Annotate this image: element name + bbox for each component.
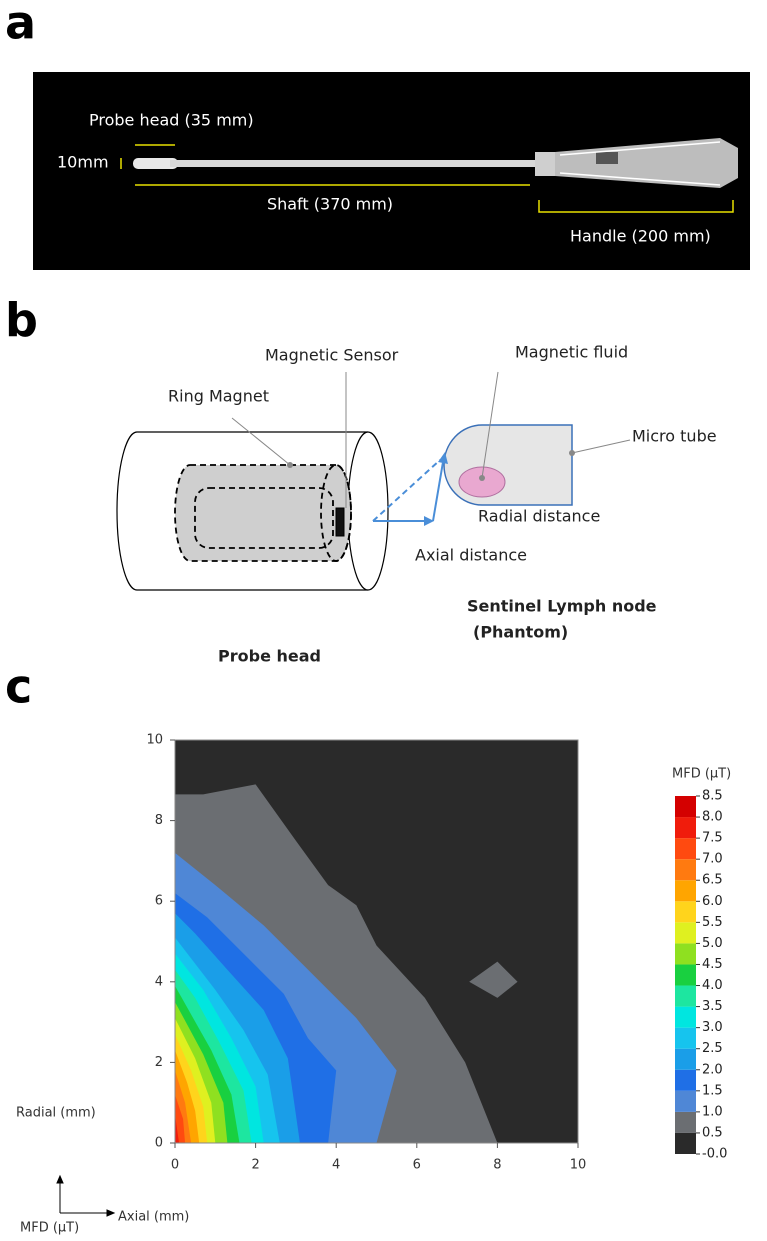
probe-drawing — [133, 138, 738, 188]
colorbar-swatch — [675, 1132, 696, 1154]
contour-band — [175, 1114, 180, 1143]
colorbar-tick-label: 6.5 — [702, 873, 723, 888]
x-tick-label: 4 — [332, 1158, 340, 1173]
colorbar-tick-label: 3.5 — [702, 999, 723, 1014]
colorbar-tick-label: 6.0 — [702, 894, 723, 909]
colorbar-tick-label: 4.5 — [702, 957, 723, 972]
colorbar-swatch — [675, 1111, 696, 1133]
annotation: Probe head — [218, 647, 321, 666]
annotation: Micro tube — [632, 427, 717, 446]
panel-label: a — [5, 0, 36, 50]
axis-key — [56, 1174, 116, 1217]
colorbar-title: MFD (μT) — [672, 767, 731, 782]
colorbar-tick-label: 3.0 — [702, 1020, 723, 1035]
annotation: Axial distance — [415, 546, 527, 565]
colorbar-swatch — [675, 943, 696, 965]
annotation: (Phantom) — [473, 623, 568, 642]
colorbar-tick-label: 8.5 — [702, 789, 723, 804]
y-tick-label: 4 — [155, 974, 163, 989]
colorbar-tick-label: 5.0 — [702, 936, 723, 951]
distance-arrows — [372, 452, 448, 526]
panel-label: b — [5, 294, 38, 348]
annotation: Ring Magnet — [168, 387, 269, 406]
z-axis-title: MFD (μT) — [20, 1221, 79, 1236]
annotation: Handle (200 mm) — [570, 227, 711, 246]
contour-band — [469, 961, 518, 998]
colorbar-swatch — [675, 922, 696, 944]
colorbar-tick-label: 2.0 — [702, 1062, 723, 1077]
colorbar-swatch — [675, 1048, 696, 1070]
colorbar-swatch — [675, 1027, 696, 1049]
colorbar-swatch — [675, 985, 696, 1007]
colorbar-swatch — [675, 859, 696, 881]
y-tick-label: 8 — [155, 813, 163, 828]
annotation: Magnetic Sensor — [265, 346, 399, 365]
colorbar-swatch — [675, 1090, 696, 1112]
annotation: Sentinel Lymph node — [467, 597, 657, 616]
panel-label: c — [5, 660, 32, 714]
dimension-arrows — [120, 144, 734, 213]
colorbar-tick-label: 1.5 — [702, 1083, 723, 1098]
x-tick-label: 10 — [570, 1158, 587, 1173]
colorbar-swatch — [675, 1006, 696, 1028]
colorbar-tick-label: 7.0 — [702, 852, 723, 867]
colorbar-tick-label: 7.5 — [702, 831, 723, 846]
y-tick-label: 10 — [146, 733, 163, 748]
micro-tube-diagram — [443, 371, 631, 506]
colorbar-swatch — [675, 880, 696, 902]
colorbar-swatch — [675, 817, 696, 839]
y-tick-label: 2 — [155, 1055, 163, 1070]
plot-frame — [174, 739, 579, 1144]
x-tick-label: 8 — [493, 1158, 501, 1173]
y-tick-label: 6 — [155, 894, 163, 909]
y-axis-title: Radial (mm) — [16, 1106, 96, 1121]
annotation: Radial distance — [478, 507, 600, 526]
colorbar-swatch — [675, 796, 696, 818]
x-tick-label: 2 — [251, 1158, 259, 1173]
colorbar-swatch — [675, 901, 696, 923]
contour-plot: 0 2 4 6 8 10 0 2 4 6 8 10 -0.0 0.5 1.0 1.5 2.0 2.5 3.0 3.5 4… — [146, 733, 727, 1173]
colorbar-tick-label: 5.5 — [702, 915, 723, 930]
x-axis-title: Axial (mm) — [118, 1210, 189, 1225]
annotation: Shaft (370 mm) — [267, 195, 393, 214]
annotation: 10mm — [57, 153, 109, 172]
colorbar-tick-label: 1.0 — [702, 1104, 723, 1119]
annotation: Magnetic fluid — [515, 343, 628, 362]
annotation: Probe head (35 mm) — [89, 111, 254, 130]
contour-band — [175, 1094, 186, 1143]
colorbar-tick-label: 8.0 — [702, 810, 723, 825]
y-tick-label: 0 — [155, 1136, 163, 1151]
colorbar-tick-label: 2.5 — [702, 1041, 723, 1056]
x-tick-label: 6 — [413, 1158, 421, 1173]
colorbar-swatch — [675, 964, 696, 986]
colorbar-tick-label: 0.5 — [702, 1125, 723, 1140]
colorbar-swatch — [675, 838, 696, 860]
colorbar-tick-label: -0.0 — [702, 1147, 727, 1162]
colorbar-swatch — [675, 1069, 696, 1091]
probe-head-diagram — [116, 372, 389, 591]
colorbar-tick-label: 4.0 — [702, 978, 723, 993]
x-tick-label: 0 — [171, 1158, 179, 1173]
